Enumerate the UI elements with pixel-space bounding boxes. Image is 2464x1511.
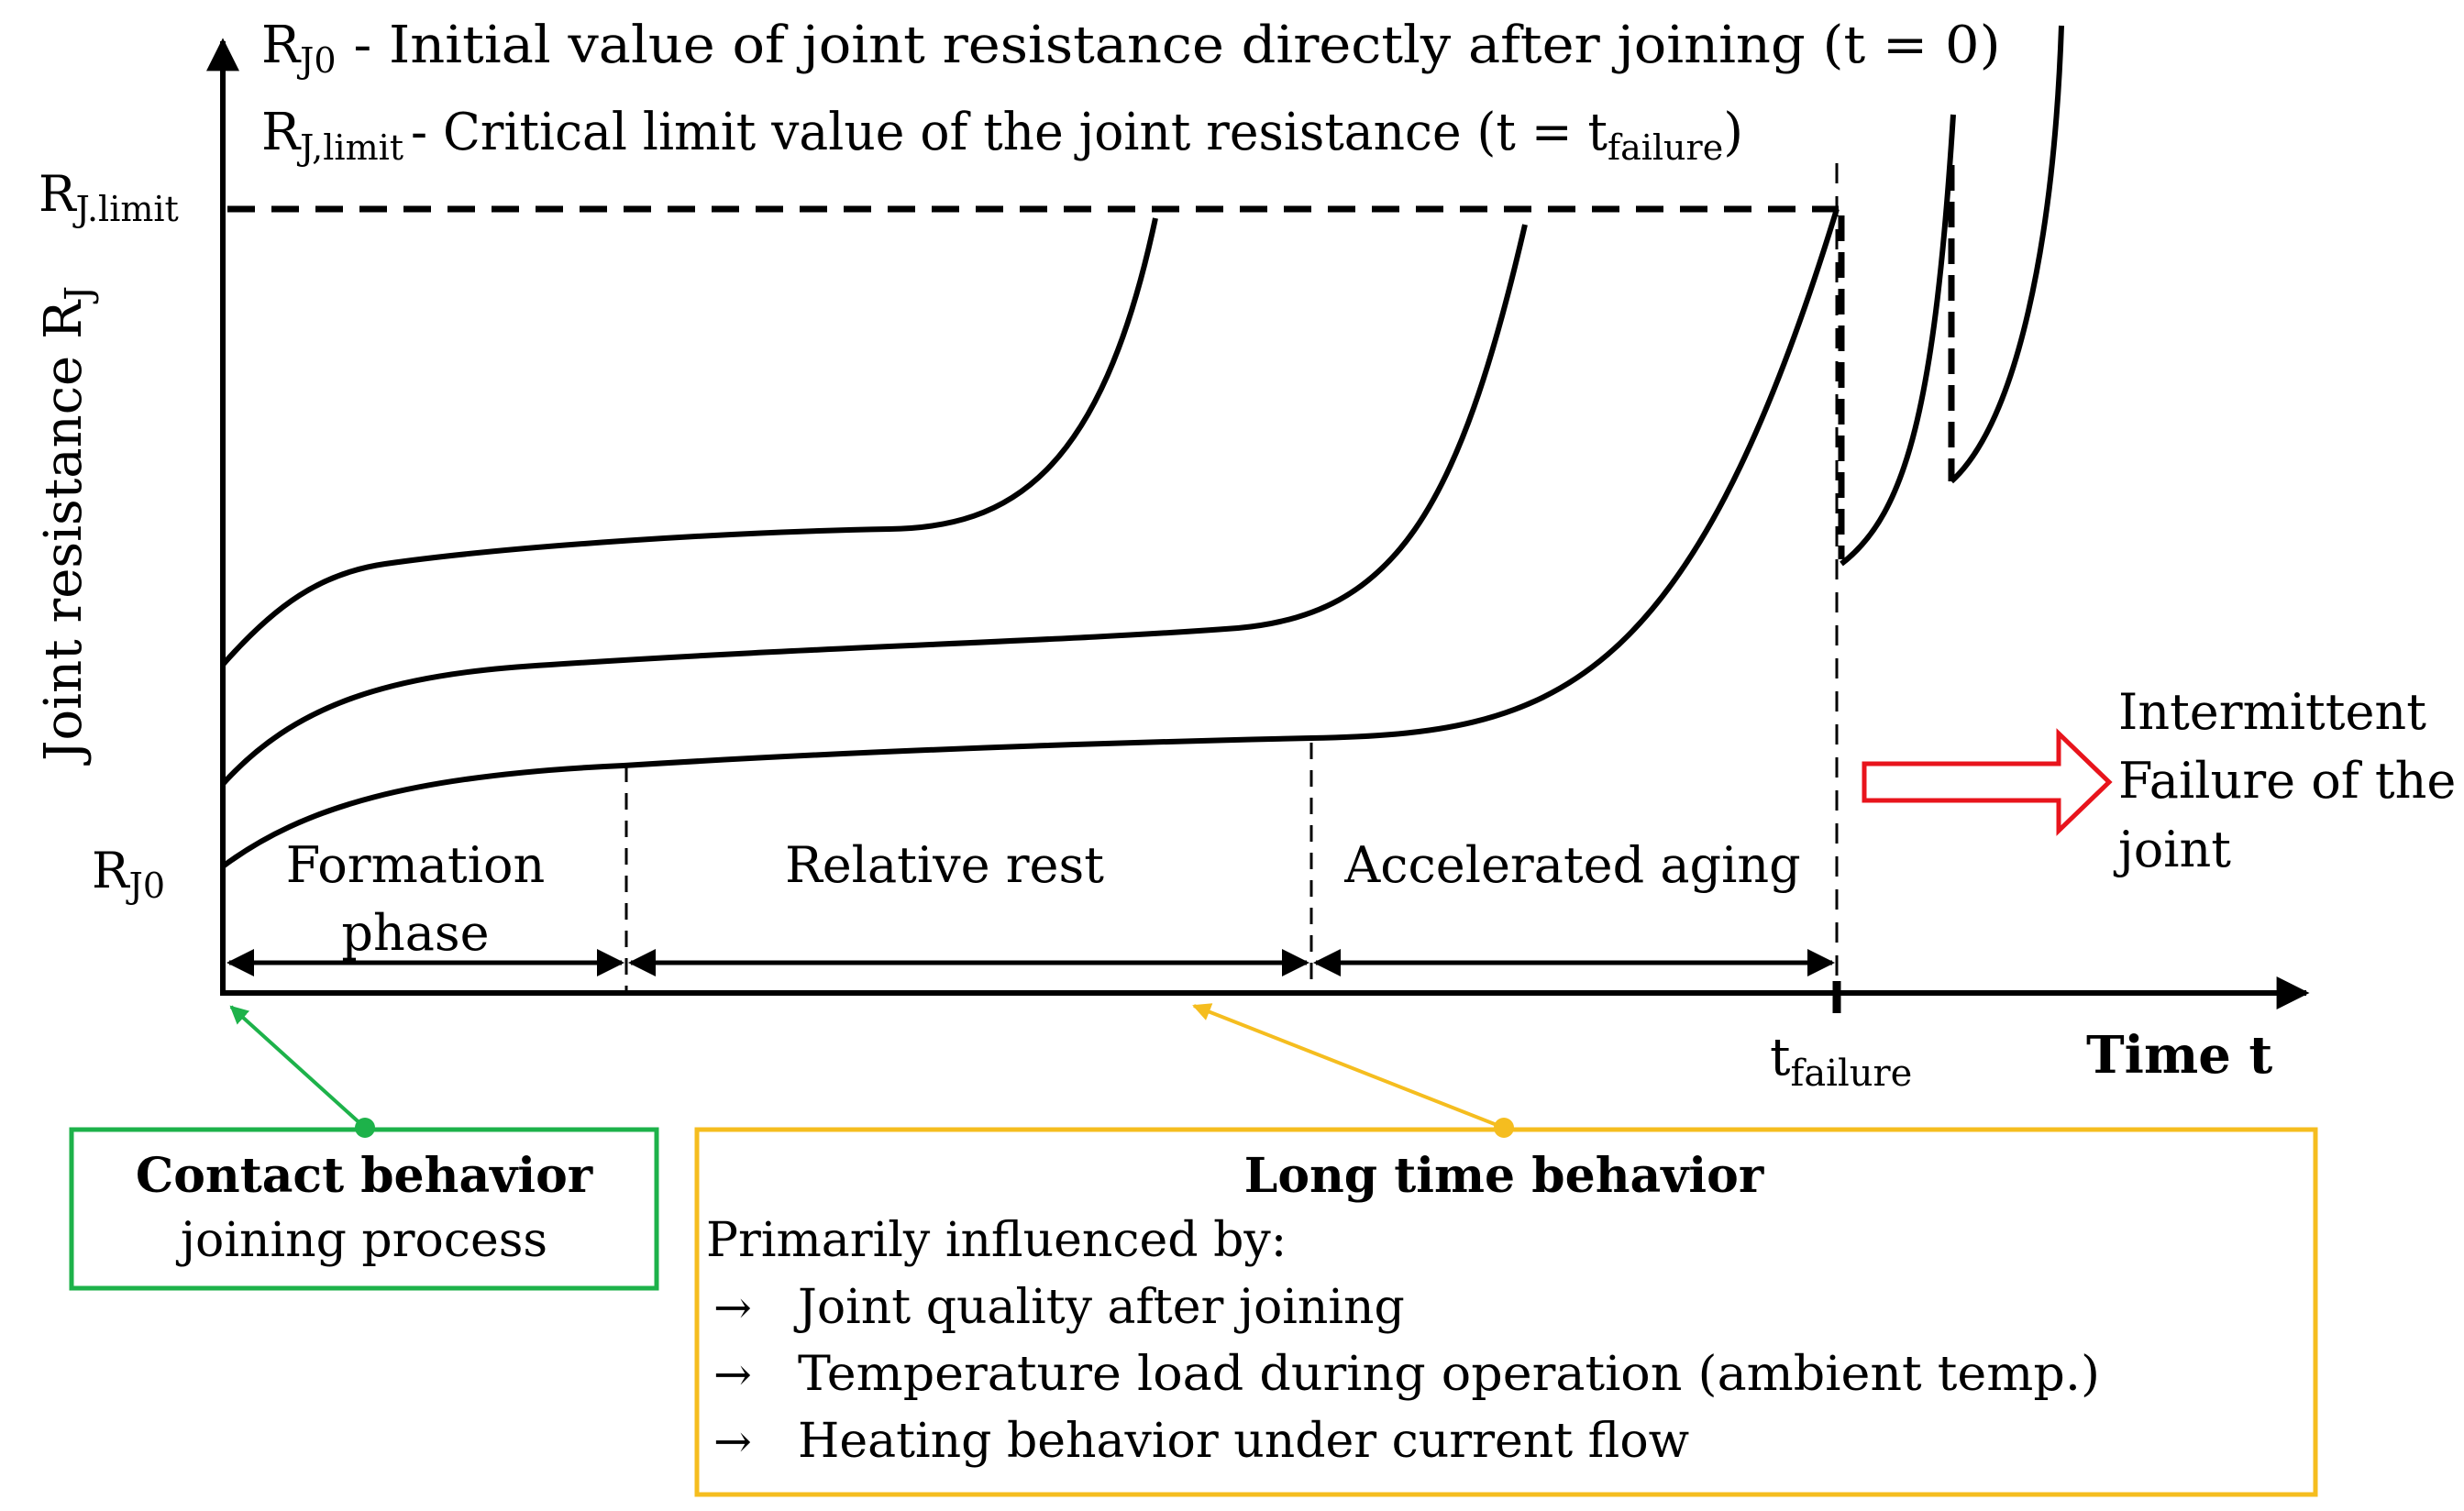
failure-arrow-icon [1862,728,2113,836]
longtime-item-1: Joint quality after joining [793,1280,1405,1335]
phase-rest-label: Relative rest [785,836,1104,894]
curve-recovery-1 [1840,114,1956,567]
contact-box-title: Contact behavior [136,1148,593,1204]
longtime-item-3-arrow-icon: → [713,1415,752,1468]
failure-note-line3: joint [2113,821,2231,878]
longtime-pointer-line [1192,1003,1505,1130]
longtime-item-1-arrow-icon: → [713,1281,752,1334]
contact-box-subtitle: joining process [176,1213,547,1268]
legend-rjlimit: RJ,limit - Critical limit value of the jo… [261,103,1743,168]
phase-formation-label: Formation [286,836,546,894]
x-failure-tick-label: tfailure [1770,1028,1912,1095]
legend-rj0: RJ0 - Initial value of joint resistance … [261,16,2001,81]
y-axis-title: Joint resistance RJ [34,286,100,766]
y-limit-tick-label: RJ.limit [39,165,179,229]
curve-lower [221,208,1840,869]
y-origin-tick-label: RJ0 [92,842,165,906]
curve-recovery-2 [1949,25,2064,484]
long-time-behavior-box [694,1127,2318,1497]
longtime-box-intro: Primarily influenced by: [706,1213,1287,1268]
longtime-item-2-arrow-icon: → [713,1348,752,1401]
contact-behavior-box [69,1127,659,1291]
failure-note-line2: Failure of the [2118,752,2456,810]
curve-middle [220,224,1528,787]
curve-upper [220,217,1158,667]
x-axis-title: Time t [2086,1025,2272,1086]
phase-aging-label: Accelerated aging [1343,836,1800,894]
contact-pointer-line [229,1005,367,1130]
phase-formation-label-2: phase [341,904,489,962]
longtime-item-2: Temperature load during operation (ambie… [798,1347,2100,1402]
longtime-item-3: Heating behavior under current flow [798,1414,1689,1469]
longtime-box-title: Long time behavior [1244,1148,1764,1204]
failure-note-line1: Intermittent [2118,683,2426,741]
